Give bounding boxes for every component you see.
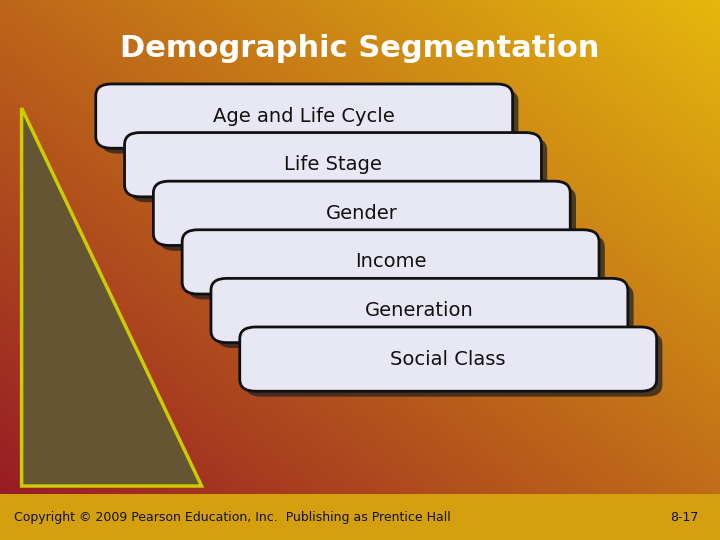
Text: Life Stage: Life Stage xyxy=(284,155,382,174)
Text: Gender: Gender xyxy=(326,204,397,223)
FancyBboxPatch shape xyxy=(182,230,599,294)
Text: Social Class: Social Class xyxy=(390,349,506,369)
Polygon shape xyxy=(22,108,202,486)
Text: Age and Life Cycle: Age and Life Cycle xyxy=(213,106,395,126)
FancyBboxPatch shape xyxy=(240,327,657,391)
Text: Copyright © 2009 Pearson Education, Inc.  Publishing as Prentice Hall: Copyright © 2009 Pearson Education, Inc.… xyxy=(14,511,451,524)
FancyBboxPatch shape xyxy=(153,181,570,245)
Text: 8-17: 8-17 xyxy=(670,511,698,524)
FancyBboxPatch shape xyxy=(246,332,662,396)
FancyBboxPatch shape xyxy=(96,84,513,148)
Text: Income: Income xyxy=(355,252,426,272)
FancyBboxPatch shape xyxy=(130,138,547,202)
FancyBboxPatch shape xyxy=(159,186,576,251)
FancyBboxPatch shape xyxy=(125,133,541,197)
FancyBboxPatch shape xyxy=(102,89,518,153)
FancyBboxPatch shape xyxy=(188,235,605,299)
FancyBboxPatch shape xyxy=(211,279,628,342)
FancyBboxPatch shape xyxy=(217,284,634,348)
FancyBboxPatch shape xyxy=(0,494,720,540)
Text: Generation: Generation xyxy=(365,301,474,320)
Text: Demographic Segmentation: Demographic Segmentation xyxy=(120,34,600,63)
